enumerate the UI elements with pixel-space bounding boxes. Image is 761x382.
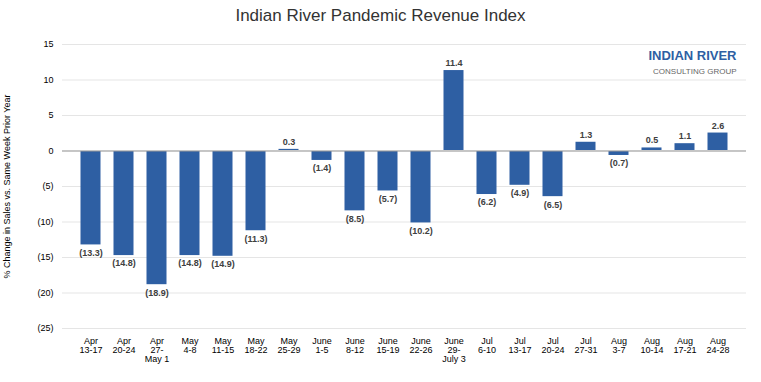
svg-text:(14.9): (14.9) xyxy=(211,259,235,269)
svg-text:Jul13-17: Jul13-17 xyxy=(508,336,531,355)
svg-text:(0.7): (0.7) xyxy=(610,158,629,168)
svg-text:5: 5 xyxy=(48,110,53,120)
svg-text:Aug10-14: Aug10-14 xyxy=(640,336,663,355)
svg-text:% Change in Sales vs. Same Wee: % Change in Sales vs. Same Week Prior Ye… xyxy=(2,95,12,279)
svg-text:June8-12: June8-12 xyxy=(345,336,365,355)
svg-text:INDIAN RIVER: INDIAN RIVER xyxy=(648,48,737,63)
svg-text:1.3: 1.3 xyxy=(580,130,593,140)
svg-text:(11.3): (11.3) xyxy=(244,234,267,244)
svg-text:(8.5): (8.5) xyxy=(346,214,365,224)
svg-text:Aug17-21: Aug17-21 xyxy=(673,336,696,355)
svg-text:May25-29: May25-29 xyxy=(277,336,300,355)
svg-text:Jul27-31: Jul27-31 xyxy=(574,336,597,355)
svg-text:(5): (5) xyxy=(43,181,54,191)
svg-text:1.1: 1.1 xyxy=(679,131,692,141)
svg-text:(1.4): (1.4) xyxy=(313,163,332,173)
svg-text:0: 0 xyxy=(48,146,53,156)
svg-text:June15-19: June15-19 xyxy=(376,336,399,355)
svg-text:(4.9): (4.9) xyxy=(511,188,530,198)
svg-text:(10.2): (10.2) xyxy=(409,226,433,236)
svg-text:11.4: 11.4 xyxy=(445,58,462,68)
svg-text:Jul20-24: Jul20-24 xyxy=(541,336,564,355)
svg-text:(10): (10) xyxy=(37,217,53,227)
svg-text:May18-22: May18-22 xyxy=(244,336,267,355)
svg-text:Aug3-7: Aug3-7 xyxy=(611,336,627,355)
svg-text:10: 10 xyxy=(43,75,53,85)
svg-text:0.5: 0.5 xyxy=(646,135,659,145)
svg-text:0.3: 0.3 xyxy=(283,137,296,147)
svg-text:(14.8): (14.8) xyxy=(112,258,136,268)
svg-text:CONSULTING GROUP: CONSULTING GROUP xyxy=(653,67,736,76)
html-text:Indian River Pandemic Revenue: Indian River Pandemic Revenue Index xyxy=(235,6,526,25)
svg-text:2.6: 2.6 xyxy=(712,121,725,131)
svg-text:(20): (20) xyxy=(37,288,53,298)
svg-text:(6.5): (6.5) xyxy=(544,200,563,210)
svg-text:June22-26: June22-26 xyxy=(409,336,432,355)
svg-text:June1-5: June1-5 xyxy=(312,336,332,355)
svg-text:Aug24-28: Aug24-28 xyxy=(706,336,729,355)
svg-text:(6.2): (6.2) xyxy=(478,197,497,207)
svg-text:Apr13-17: Apr13-17 xyxy=(79,336,102,355)
svg-text:15: 15 xyxy=(43,39,53,49)
svg-text:(18.9): (18.9) xyxy=(145,288,169,298)
svg-text:June29-July 3: June29-July 3 xyxy=(442,336,466,364)
svg-text:(15): (15) xyxy=(37,252,53,262)
svg-text:(14.8): (14.8) xyxy=(178,258,202,268)
svg-text:(13.3): (13.3) xyxy=(79,248,103,258)
svg-text:Apr27-May 1: Apr27-May 1 xyxy=(145,336,170,364)
svg-text:May11-15: May11-15 xyxy=(212,336,234,355)
svg-text:May4-8: May4-8 xyxy=(181,336,199,355)
svg-text:Apr20-24: Apr20-24 xyxy=(112,336,135,355)
svg-text:Jul6-10: Jul6-10 xyxy=(478,336,496,355)
svg-text:(5.7): (5.7) xyxy=(379,194,398,204)
svg-text:(25): (25) xyxy=(37,323,53,333)
